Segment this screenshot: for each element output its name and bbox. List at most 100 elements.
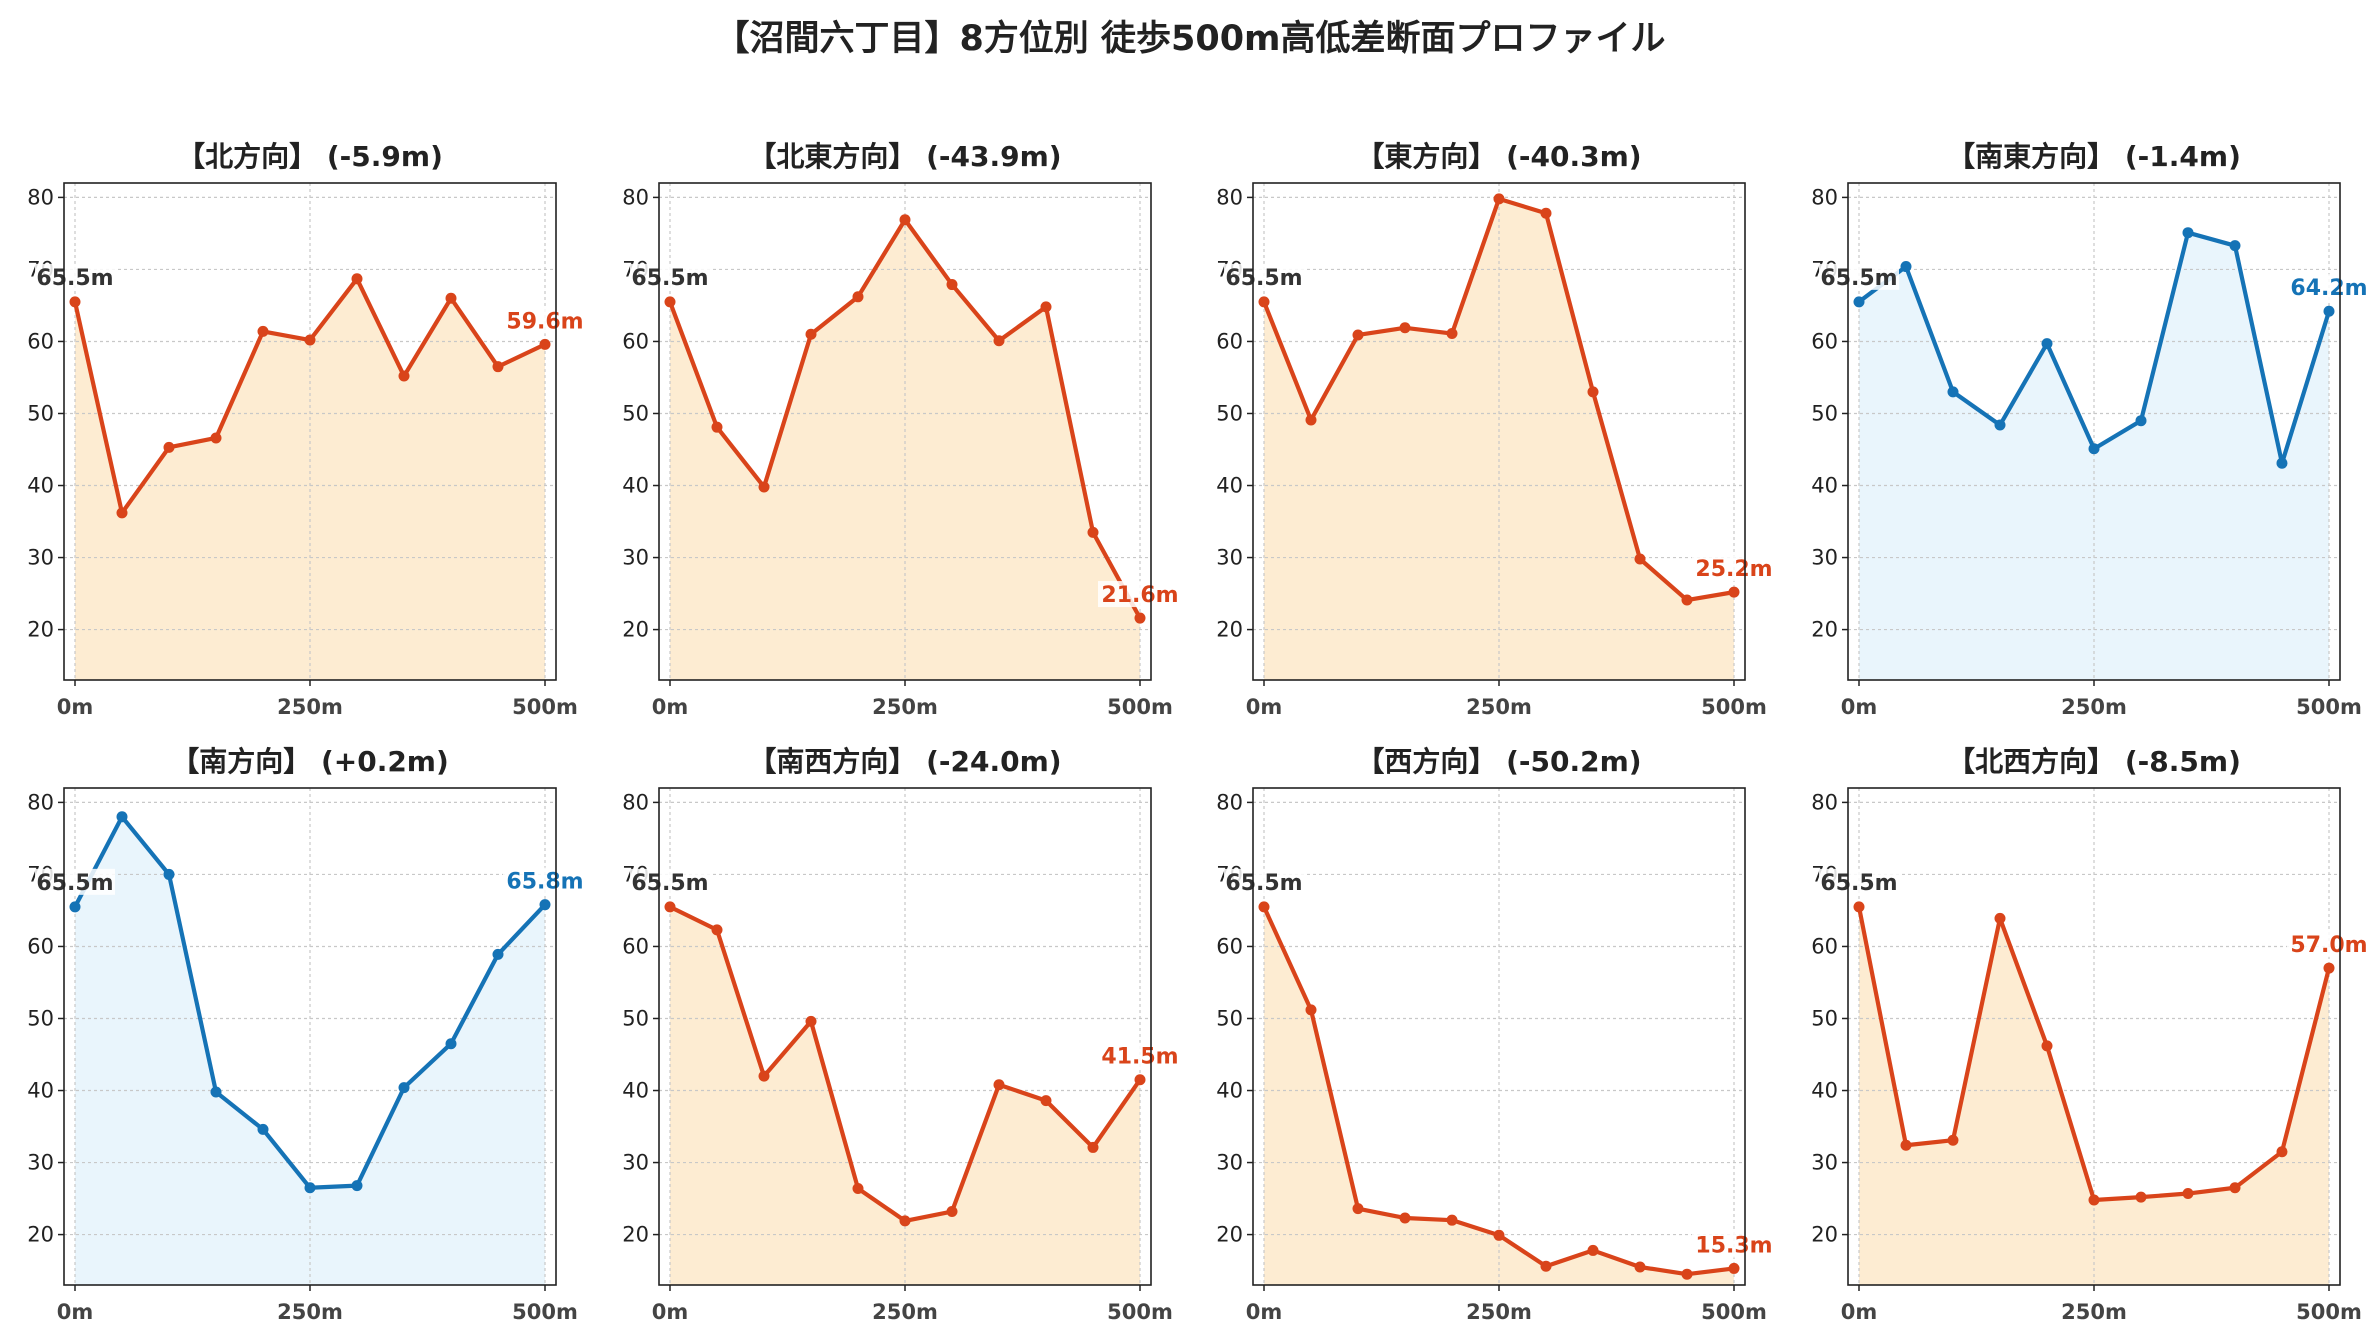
data-point: [210, 432, 222, 444]
x-tick-label: 0m: [1841, 695, 1878, 719]
chart-panel: 【西方向】 (-50.2m)203040506070800m250m500m65…: [1216, 745, 1776, 1324]
data-point: [1305, 1004, 1317, 1016]
data-point: [1994, 419, 2006, 431]
plot-frame: [658, 182, 1152, 681]
y-tick-label: 30: [1216, 1151, 1243, 1175]
y-tick-label: 80: [27, 790, 54, 814]
y-tick-label: 60: [1811, 934, 1838, 958]
data-point: [1994, 912, 2006, 924]
data-point: [758, 1070, 770, 1082]
panel-title: 【南西方向】 (-24.0m): [748, 745, 1061, 778]
data-point: [351, 1180, 363, 1192]
x-tick-label: 0m: [57, 1300, 94, 1324]
panel-title: 【南方向】 (+0.2m): [171, 745, 449, 778]
y-tick-label: 30: [1216, 546, 1243, 570]
y-tick-label: 60: [1216, 329, 1243, 353]
data-point: [445, 292, 457, 304]
y-tick-label: 80: [1216, 790, 1243, 814]
y-tick-label: 40: [1216, 474, 1243, 498]
y-tick-label: 40: [622, 474, 649, 498]
y-tick-label: 80: [1811, 185, 1838, 209]
data-point: [993, 1079, 1005, 1091]
data-point: [2229, 240, 2241, 252]
data-point: [711, 924, 723, 936]
data-point: [1040, 301, 1052, 313]
end-elevation-label: 41.5m: [1101, 1045, 1178, 1070]
data-point: [2323, 305, 2335, 317]
data-point: [69, 901, 81, 913]
x-tick-label: 500m: [1701, 695, 1767, 719]
y-tick-label: 50: [622, 1006, 649, 1030]
data-point: [2088, 443, 2100, 455]
x-tick-label: 0m: [1246, 695, 1283, 719]
x-tick-label: 0m: [652, 695, 689, 719]
chart-panel: 【南西方向】 (-24.0m)203040506070800m250m500m6…: [622, 745, 1182, 1324]
start-elevation-label: 65.5m: [36, 266, 113, 291]
data-point: [1399, 1212, 1411, 1224]
data-point: [2229, 1182, 2241, 1194]
plot-frame: [1252, 182, 1746, 681]
y-tick-label: 60: [1811, 329, 1838, 353]
y-tick-label: 20: [1811, 1223, 1838, 1247]
data-point: [1087, 526, 1099, 538]
data-point: [304, 1182, 316, 1194]
data-point: [1634, 1261, 1646, 1273]
data-point: [852, 291, 864, 303]
area-fill: [670, 906, 1140, 1285]
data-point: [1900, 1139, 1912, 1151]
panel-title: 【北西方向】 (-8.5m): [1947, 745, 2241, 778]
x-tick-label: 0m: [652, 1300, 689, 1324]
panel-title: 【西方向】 (-50.2m): [1356, 745, 1641, 778]
data-point: [1540, 207, 1552, 219]
start-label-bg: [1224, 868, 1304, 895]
data-point: [1587, 386, 1599, 398]
x-tick-label: 500m: [1107, 695, 1173, 719]
y-tick-label: 60: [27, 934, 54, 958]
y-tick-label: 30: [622, 546, 649, 570]
data-point: [1134, 612, 1146, 624]
y-tick-label: 20: [1811, 618, 1838, 642]
y-tick-label: 60: [622, 934, 649, 958]
y-tick-label: 40: [1216, 1079, 1243, 1103]
y-tick-label: 30: [1811, 546, 1838, 570]
chart-panel: 【北東方向】 (-43.9m)203040506070800m250m500m6…: [622, 140, 1182, 719]
end-label-bg: [1692, 555, 1776, 582]
data-point: [1134, 1074, 1146, 1086]
data-point: [163, 441, 175, 453]
data-point: [1087, 1141, 1099, 1153]
y-tick-label: 20: [27, 618, 54, 642]
panel-title: 【南東方向】 (-1.4m): [1947, 140, 2241, 173]
end-elevation-label: 65.8m: [506, 870, 583, 895]
start-elevation-label: 65.5m: [1820, 871, 1897, 896]
y-tick-label: 50: [1216, 1006, 1243, 1030]
data-point: [1853, 296, 1865, 308]
data-point: [664, 901, 676, 913]
y-tick-label: 40: [1811, 1079, 1838, 1103]
y-tick-label: 80: [622, 185, 649, 209]
x-tick-label: 500m: [512, 1300, 578, 1324]
end-elevation-label: 64.2m: [2290, 276, 2367, 301]
data-point: [1493, 193, 1505, 205]
y-tick-label: 40: [1811, 474, 1838, 498]
x-tick-label: 250m: [277, 1300, 343, 1324]
y-tick-label: 30: [27, 1151, 54, 1175]
data-point: [2182, 227, 2194, 239]
chart-panel: 【東方向】 (-40.3m)203040506070800m250m500m65…: [1216, 140, 1776, 719]
data-point: [2323, 962, 2335, 974]
data-point: [492, 948, 504, 960]
data-point: [899, 1215, 911, 1227]
area-fill: [75, 816, 545, 1285]
data-point: [163, 868, 175, 880]
y-tick-label: 60: [622, 329, 649, 353]
x-tick-label: 500m: [1107, 1300, 1173, 1324]
data-point: [1728, 1262, 1740, 1274]
data-point: [899, 214, 911, 226]
start-elevation-label: 65.5m: [631, 871, 708, 896]
y-tick-label: 20: [622, 618, 649, 642]
y-tick-label: 50: [27, 401, 54, 425]
x-tick-label: 0m: [1246, 1300, 1283, 1324]
data-point: [1352, 1203, 1364, 1215]
main-title: 【沼間六丁目】8方位別 徒歩500m高低差断面プロファイル: [714, 19, 1666, 59]
data-point: [116, 811, 128, 823]
y-tick-label: 30: [1811, 1151, 1838, 1175]
